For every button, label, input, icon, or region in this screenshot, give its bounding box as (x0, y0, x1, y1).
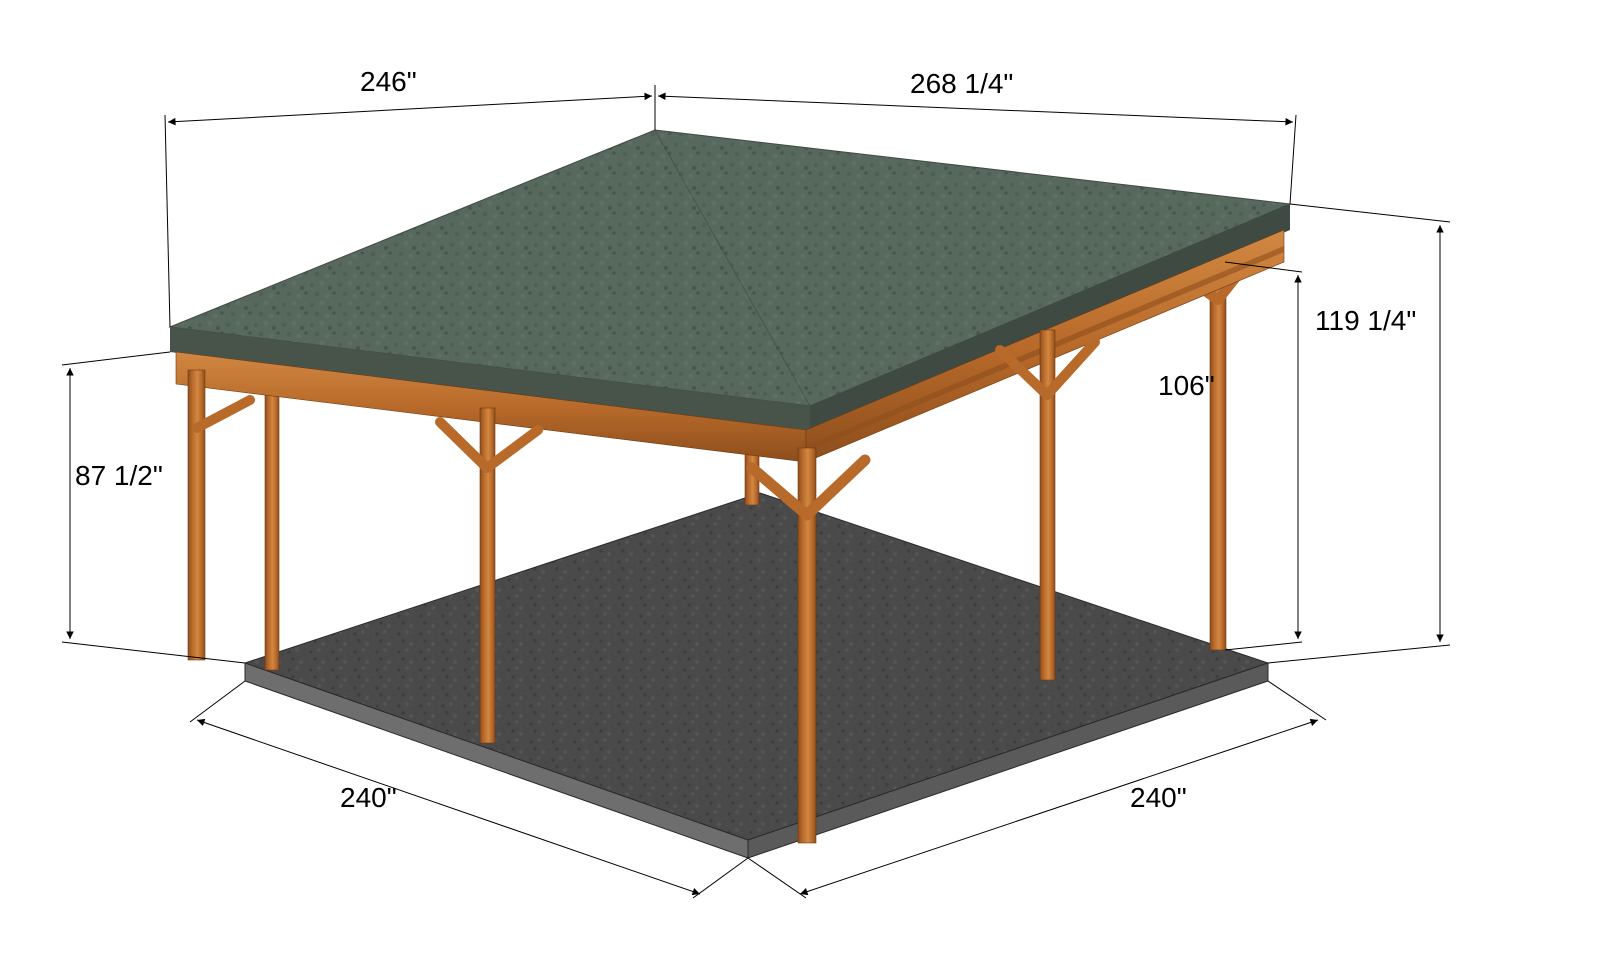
cad-isometric-diagram: 246" 268 1/4" 119 1/4" 106" 87 1/2" 240"… (0, 0, 1600, 959)
dim-height-inner: 106" (1158, 370, 1215, 402)
dim-roof-left: 246" (360, 66, 417, 98)
dim-height-outer: 119 1/4" (1315, 305, 1416, 337)
concrete-slab (245, 493, 1268, 858)
dim-height-front: 87 1/2" (75, 460, 163, 492)
post-front-left (188, 370, 250, 660)
dim-roof-right: 268 1/4" (910, 68, 1013, 100)
dim-slab-right: 240" (1130, 782, 1187, 814)
dim-slab-left: 240" (340, 782, 397, 814)
post-back-left (265, 365, 279, 670)
scene-svg (0, 0, 1600, 959)
